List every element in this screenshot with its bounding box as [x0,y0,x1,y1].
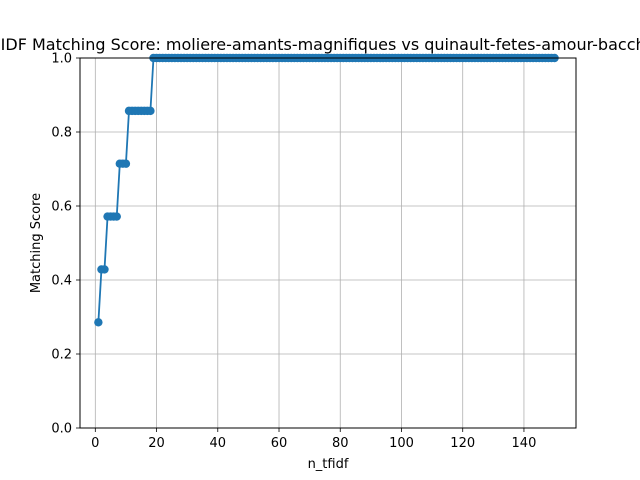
x-tick-label: 0 [91,436,99,451]
plot-frame [79,57,577,429]
x-tick-label: 140 [512,436,537,451]
y-tick-label: 0.2 [51,348,72,363]
y-tick-label: 0.6 [51,200,72,215]
y-tick-label: 0.4 [51,274,72,289]
data-point [94,318,103,327]
data-point [146,106,155,116]
x-tick-label: 20 [148,436,165,451]
x-axis-label: n_tfidf [308,457,349,472]
y-tick-label: 1.0 [51,52,72,67]
data-point [112,212,121,221]
y-axis-label: Matching Score [29,193,44,293]
x-tick-label: 60 [271,436,288,451]
x-tick-label: 120 [450,436,475,451]
data-point [121,159,131,168]
y-tick-label: 0.0 [51,422,72,437]
y-tick-label: 0.8 [51,126,72,141]
x-tick-label: 40 [210,436,227,451]
chart-title: TF-IDF Matching Score: moliere-amants-ma… [0,35,640,54]
x-axis-ticks: 0 20 40 60 80 100 120 140 [91,428,536,451]
x-tick-label: 100 [389,436,414,451]
y-axis-ticks: 0.0 0.2 0.4 0.6 0.8 1.0 [51,52,80,437]
data-point [100,265,109,274]
x-tick-label: 80 [332,436,349,451]
